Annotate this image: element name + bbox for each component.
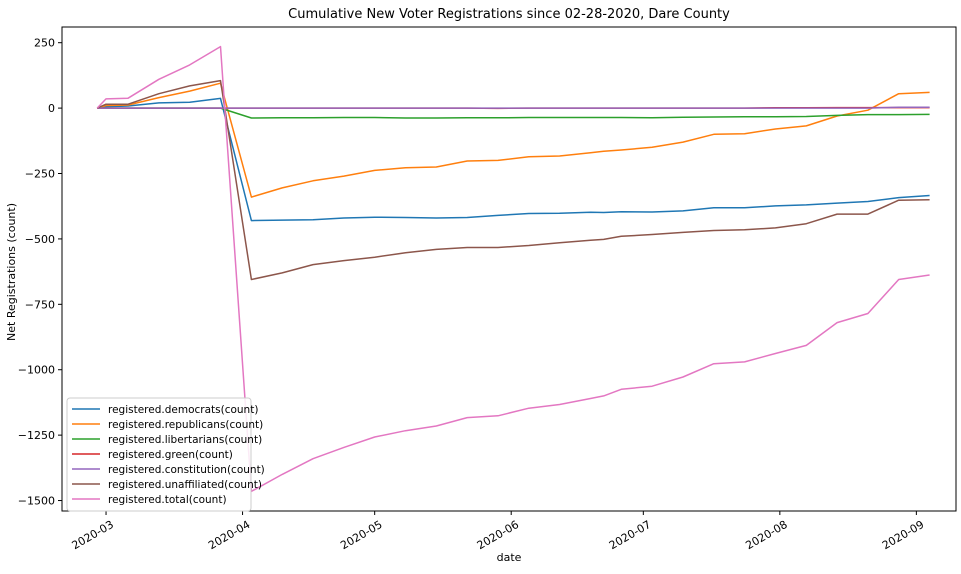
legend-label: registered.republicans(count)	[108, 419, 263, 431]
legend-box	[66, 397, 252, 512]
y-axis: 250 0 −250 −500 −750 −1000 −1250 −1500	[18, 37, 62, 508]
y-tick-label: −1000	[18, 364, 55, 377]
legend-label: registered.total(count)	[108, 494, 227, 506]
series-line-1	[96, 82, 930, 198]
series-line-5	[96, 79, 930, 281]
y-tick-label: 250	[34, 37, 55, 50]
chart-title: Cumulative New Voter Registrations since…	[288, 7, 730, 22]
axes-frame	[61, 26, 957, 512]
y-tick-label: −1250	[18, 429, 55, 442]
series-line-6	[96, 45, 930, 493]
x-axis-label: date	[497, 551, 522, 564]
y-tick-label: 0	[48, 102, 55, 115]
series-line-4	[97, 106, 930, 109]
legend: registered.democrats(count) registered.re…	[66, 397, 265, 512]
legend-label: registered.unaffiliated(count)	[108, 479, 262, 491]
series-line-0	[97, 97, 930, 222]
legend-label: registered.libertarians(count)	[108, 434, 262, 446]
legend-label: registered.green(count)	[108, 449, 233, 461]
y-tick-label: −250	[25, 168, 55, 181]
y-tick-label: −750	[25, 298, 55, 311]
y-axis-label: Net Registrations (count)	[5, 203, 18, 341]
legend-label: registered.constitution(count)	[108, 464, 265, 476]
y-tick-label: −1500	[18, 495, 55, 508]
plot-area	[96, 45, 930, 493]
legend-label: registered.democrats(count)	[108, 404, 258, 416]
y-tick-label: −500	[25, 233, 55, 246]
